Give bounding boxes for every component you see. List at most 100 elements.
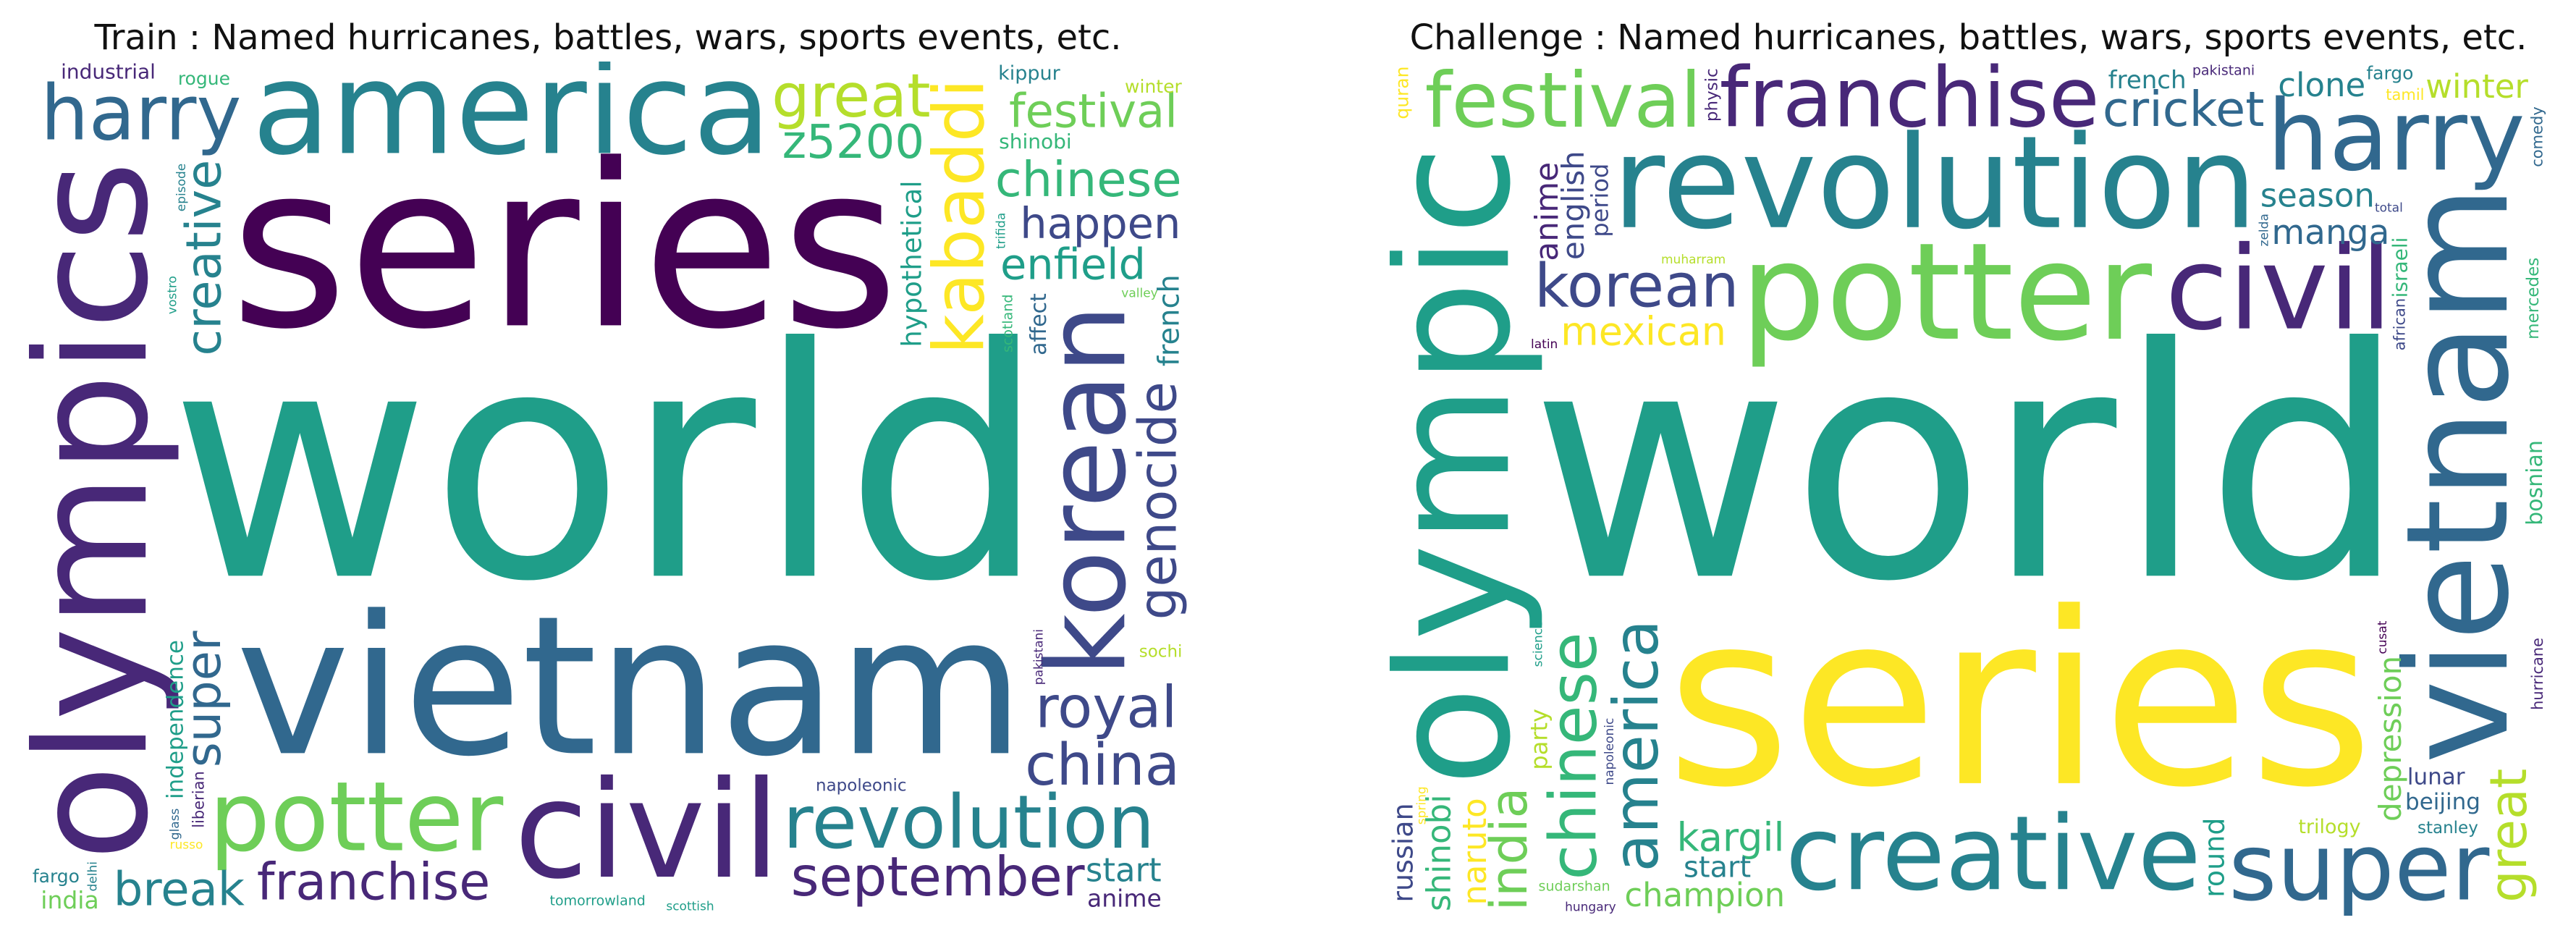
word-clone: clone bbox=[2278, 66, 2365, 104]
word-trilogy: trilogy bbox=[2298, 816, 2360, 838]
word-muharram: muharram bbox=[1661, 253, 1726, 267]
word-world: world bbox=[169, 280, 1047, 651]
word-mexican: mexican bbox=[1561, 309, 1726, 355]
word-comedy: comedy bbox=[2529, 106, 2546, 167]
word-scotland: scotland bbox=[1000, 295, 1015, 353]
challenge-wordcloud: world series olympic vietnam potter revolutio… bbox=[1390, 62, 2548, 916]
word-bosnian: bosnian bbox=[2522, 440, 2548, 526]
word-round: round bbox=[2199, 818, 2231, 898]
word-series: series bbox=[230, 115, 899, 379]
word-olympics: olympics bbox=[29, 161, 183, 861]
word-russo: russo bbox=[170, 838, 203, 852]
word-great: great bbox=[772, 62, 930, 131]
word-napoleonic: napoleonic bbox=[1602, 718, 1617, 785]
word-potter: potter bbox=[209, 762, 504, 874]
word-shinobi: shinobi bbox=[1419, 794, 1458, 911]
word-mercedes: mercedes bbox=[2524, 258, 2543, 339]
word-revolution: revolution bbox=[783, 780, 1155, 866]
word-franchise: franchise bbox=[1720, 62, 2100, 145]
word-enfield: enfield bbox=[1000, 240, 1146, 290]
word-india: india bbox=[1479, 788, 1539, 911]
word-independence: independence bbox=[163, 640, 189, 799]
word-total: total bbox=[2375, 201, 2403, 215]
word-vostro: vostro bbox=[166, 276, 180, 314]
word-naruto: naruto bbox=[1456, 798, 1494, 905]
word-great: great bbox=[2479, 769, 2538, 903]
word-sudarshan: sudarshan bbox=[1539, 879, 1610, 895]
word-super: super bbox=[2229, 814, 2490, 916]
word-cricket: cricket bbox=[2103, 81, 2265, 138]
word-industrial: industrial bbox=[61, 62, 156, 84]
word-napoleonic: napoleonic bbox=[816, 777, 907, 796]
word-winter: winter bbox=[2425, 67, 2528, 106]
word-start: start bbox=[1086, 851, 1162, 889]
word-anime: anime bbox=[1529, 162, 1566, 261]
word-civil: civil bbox=[2165, 222, 2392, 356]
word-russian: russian bbox=[1390, 803, 1419, 902]
word-kargil: kargil bbox=[1677, 815, 1785, 861]
word-z5200: z5200 bbox=[782, 116, 924, 169]
word-glass: glass bbox=[168, 808, 182, 840]
word-tomorrowland: tomorrowland bbox=[550, 893, 646, 909]
word-israeli: israeli bbox=[2388, 237, 2412, 298]
word-english: english bbox=[1555, 151, 1591, 260]
word-festival: festival bbox=[1009, 85, 1178, 138]
word-pakistani: pakistani bbox=[2192, 62, 2255, 78]
word-quran: quran bbox=[1391, 67, 1412, 119]
word-manga: manga bbox=[2271, 213, 2389, 253]
word-french: french bbox=[2108, 66, 2187, 95]
word-fargo: fargo bbox=[33, 866, 80, 887]
word-india: india bbox=[41, 886, 98, 914]
word-kabaddi: kabaddi bbox=[919, 79, 1000, 355]
word-hungary: hungary bbox=[1565, 900, 1616, 914]
word-hypothetical: hypothetical bbox=[897, 180, 928, 347]
word-civil: civil bbox=[514, 751, 780, 908]
word-start: start bbox=[1684, 851, 1751, 884]
word-episode: episode bbox=[174, 164, 189, 211]
word-hurricane: hurricane bbox=[2529, 638, 2546, 710]
word-vietnam: vietnam bbox=[236, 574, 1025, 798]
word-winter: winter bbox=[1125, 76, 1182, 97]
word-scottish: scottish bbox=[666, 900, 714, 914]
word-america: america bbox=[252, 62, 772, 183]
word-revolution: revolution bbox=[1612, 109, 2257, 258]
word-america: america bbox=[1600, 620, 1673, 872]
word-break: break bbox=[114, 863, 245, 916]
word-royal: royal bbox=[1035, 674, 1177, 741]
word-valley: valley bbox=[1121, 286, 1157, 300]
word-super: super bbox=[175, 630, 232, 767]
word-kippur: kippur bbox=[998, 62, 1061, 85]
train-wordcloud: world series olympics vietnam civil america re… bbox=[29, 62, 1187, 916]
word-potter: potter bbox=[1740, 214, 2152, 371]
word-season: season bbox=[2260, 176, 2375, 214]
word-african: african bbox=[2391, 298, 2408, 350]
word-sochi: sochi bbox=[1139, 642, 1183, 661]
word-harry: harry bbox=[2267, 79, 2525, 193]
train-panel: Train : Named hurricanes, battles, wars,… bbox=[0, 0, 1216, 949]
word-september: september bbox=[791, 845, 1085, 908]
word-zelda: zelda bbox=[2257, 214, 2271, 246]
word-affect: affect bbox=[1026, 293, 1052, 355]
word-cusat: cusat bbox=[2376, 620, 2390, 654]
challenge-panel: Challenge : Named hurricanes, battles, w… bbox=[1361, 0, 2576, 949]
word-science: science bbox=[1532, 620, 1546, 667]
word-fargo: fargo bbox=[2366, 62, 2413, 83]
word-china: china bbox=[1025, 732, 1180, 798]
word-liberian: liberian bbox=[190, 771, 207, 828]
word-korean: korean bbox=[1534, 250, 1739, 321]
word-champion: champion bbox=[1624, 876, 1785, 914]
word-delhi: delhi bbox=[85, 861, 100, 891]
word-festival: festival bbox=[1425, 62, 1702, 145]
word-creative: creative bbox=[175, 160, 232, 356]
train-title: Train : Named hurricanes, battles, wars,… bbox=[94, 17, 1122, 58]
word-world: world bbox=[1530, 280, 2407, 651]
word-physic: physic bbox=[1702, 68, 1721, 122]
word-genocide: genocide bbox=[1127, 381, 1187, 620]
word-tamil: tamil bbox=[2386, 86, 2424, 104]
word-franchise: franchise bbox=[257, 853, 491, 912]
word-french: french bbox=[1153, 274, 1186, 366]
word-rogue: rogue bbox=[178, 68, 230, 89]
word-stanley: stanley bbox=[2417, 819, 2478, 838]
